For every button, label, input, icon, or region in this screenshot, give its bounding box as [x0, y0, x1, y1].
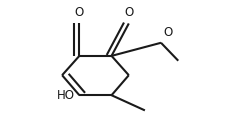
Text: O: O — [163, 26, 172, 39]
Text: O: O — [74, 6, 84, 19]
Text: O: O — [124, 6, 133, 19]
Text: HO: HO — [57, 89, 75, 102]
